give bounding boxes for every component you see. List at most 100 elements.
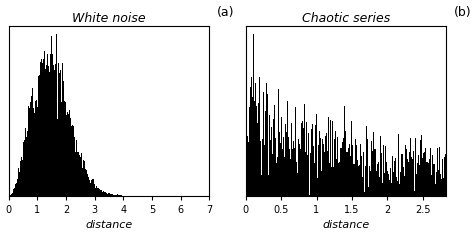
Title: Chaotic series: Chaotic series (302, 12, 390, 25)
Bar (327, 151, 328, 196)
Bar (110, 194, 111, 196)
Bar (365, 165, 366, 196)
Bar (383, 145, 384, 196)
Bar (316, 114, 317, 196)
Bar (323, 144, 324, 196)
Bar (330, 120, 331, 196)
Bar (341, 148, 342, 196)
Bar (430, 148, 431, 196)
Bar (26, 137, 27, 196)
Bar (374, 149, 375, 196)
Bar (300, 149, 301, 196)
Bar (263, 92, 264, 196)
Bar (13, 189, 14, 196)
Bar (48, 66, 49, 196)
Bar (429, 159, 430, 196)
Bar (43, 59, 44, 196)
Bar (385, 146, 386, 196)
Text: (b): (b) (454, 6, 471, 19)
Bar (384, 173, 385, 196)
Bar (77, 152, 78, 196)
Text: (a): (a) (217, 6, 234, 19)
Bar (272, 154, 273, 196)
Bar (440, 174, 441, 196)
Bar (412, 159, 413, 196)
Bar (290, 160, 291, 196)
Bar (284, 157, 285, 196)
Bar (358, 166, 359, 196)
Bar (296, 162, 297, 196)
Bar (42, 63, 43, 196)
Bar (397, 181, 398, 196)
Bar (299, 144, 300, 196)
Bar (304, 104, 305, 196)
Bar (9, 195, 10, 196)
Bar (342, 142, 343, 196)
Bar (433, 164, 434, 196)
Bar (391, 183, 392, 196)
Bar (30, 102, 31, 196)
Bar (253, 34, 254, 196)
Bar (250, 87, 251, 196)
Bar (113, 195, 114, 196)
Bar (16, 183, 17, 196)
Bar (370, 171, 371, 196)
Bar (70, 118, 71, 196)
Bar (264, 111, 265, 196)
Bar (283, 137, 284, 196)
Bar (303, 128, 304, 196)
Bar (292, 149, 293, 196)
Bar (99, 189, 100, 196)
Bar (34, 113, 35, 196)
Bar (306, 122, 307, 196)
Bar (80, 157, 81, 196)
Bar (71, 126, 72, 196)
Bar (14, 188, 15, 196)
Bar (96, 185, 97, 196)
Bar (322, 139, 323, 196)
Bar (337, 137, 338, 196)
Bar (310, 153, 311, 196)
Bar (418, 155, 419, 196)
Bar (416, 174, 417, 196)
Bar (339, 161, 340, 196)
Bar (318, 145, 319, 196)
Bar (47, 54, 48, 196)
Title: White noise: White noise (72, 12, 146, 25)
Bar (41, 59, 42, 196)
Bar (267, 94, 268, 196)
Bar (377, 164, 378, 196)
Bar (115, 195, 116, 196)
Bar (346, 152, 347, 196)
Bar (22, 160, 23, 196)
Bar (428, 163, 429, 196)
Bar (405, 145, 406, 196)
Bar (381, 153, 382, 196)
Bar (421, 135, 422, 196)
Bar (373, 132, 374, 196)
Bar (350, 156, 351, 196)
Bar (355, 139, 356, 196)
Bar (326, 133, 327, 196)
Bar (98, 188, 99, 196)
Bar (366, 126, 367, 196)
Bar (288, 137, 289, 196)
Bar (56, 34, 57, 196)
Bar (425, 148, 426, 196)
Bar (251, 77, 252, 196)
Bar (396, 177, 397, 196)
Bar (262, 139, 263, 196)
Bar (343, 138, 344, 196)
Bar (362, 177, 363, 196)
Bar (63, 81, 64, 196)
Bar (399, 184, 400, 196)
Bar (50, 54, 51, 196)
Bar (382, 183, 383, 196)
Bar (444, 157, 445, 196)
Bar (268, 175, 269, 196)
Bar (413, 151, 414, 196)
Bar (390, 168, 391, 196)
Bar (394, 161, 395, 196)
Bar (285, 124, 286, 196)
Bar (18, 172, 19, 196)
